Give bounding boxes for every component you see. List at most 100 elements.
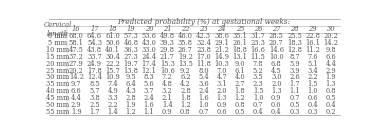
Text: 21.7: 21.7 bbox=[160, 53, 175, 61]
Text: 2.2: 2.2 bbox=[307, 73, 318, 82]
Text: 9.0: 9.0 bbox=[235, 60, 245, 68]
Text: 1.0: 1.0 bbox=[253, 94, 263, 102]
Text: 11.8: 11.8 bbox=[196, 60, 211, 68]
Text: 20: 20 bbox=[145, 25, 153, 33]
Text: 0.8: 0.8 bbox=[180, 108, 191, 116]
Text: 5.4: 5.4 bbox=[198, 73, 209, 82]
Text: 28.5: 28.5 bbox=[269, 32, 284, 40]
Text: 19.2: 19.2 bbox=[178, 53, 193, 61]
Text: 2.7: 2.7 bbox=[235, 80, 245, 88]
Text: 1.9: 1.9 bbox=[125, 101, 136, 109]
Text: 0.4: 0.4 bbox=[307, 101, 318, 109]
Text: 2.8: 2.8 bbox=[125, 94, 136, 102]
Text: 3.5: 3.5 bbox=[253, 73, 263, 82]
Text: 22: 22 bbox=[181, 25, 190, 33]
Text: 12.1: 12.1 bbox=[141, 67, 156, 75]
Text: 8.0: 8.0 bbox=[198, 67, 209, 75]
Text: 17.8: 17.8 bbox=[87, 67, 102, 75]
Text: 1.7: 1.7 bbox=[289, 80, 300, 88]
Text: 14.2: 14.2 bbox=[69, 73, 84, 82]
Text: 0.4: 0.4 bbox=[325, 101, 336, 109]
Text: 0.5: 0.5 bbox=[325, 94, 336, 102]
Text: 4.4: 4.4 bbox=[325, 60, 336, 68]
Text: 27: 27 bbox=[272, 25, 280, 33]
Text: 2.9: 2.9 bbox=[325, 67, 336, 75]
Text: 1.5: 1.5 bbox=[253, 87, 263, 95]
Text: 1.8: 1.8 bbox=[235, 87, 245, 95]
Text: 26.1: 26.1 bbox=[232, 39, 247, 47]
Text: 0.9: 0.9 bbox=[162, 108, 172, 116]
Text: 7.0: 7.0 bbox=[217, 67, 227, 75]
Text: 39.3: 39.3 bbox=[160, 39, 175, 47]
Text: 4.3: 4.3 bbox=[125, 87, 136, 95]
Text: 33.0: 33.0 bbox=[142, 46, 156, 54]
Text: 23: 23 bbox=[199, 25, 208, 33]
Text: 0.9: 0.9 bbox=[217, 101, 227, 109]
Text: 50 mm: 50 mm bbox=[46, 101, 70, 109]
Text: 58.1: 58.1 bbox=[69, 39, 84, 47]
Text: Cervical
length: Cervical length bbox=[44, 21, 72, 38]
Text: 42.3: 42.3 bbox=[196, 32, 211, 40]
Text: 22.8: 22.8 bbox=[305, 32, 320, 40]
Text: 36.3: 36.3 bbox=[123, 46, 138, 54]
Text: 0.3: 0.3 bbox=[307, 108, 318, 116]
Text: 0.5: 0.5 bbox=[289, 101, 300, 109]
Text: 20 mm: 20 mm bbox=[46, 60, 70, 68]
Text: 0.2: 0.2 bbox=[325, 108, 336, 116]
Text: 1.3: 1.3 bbox=[217, 94, 227, 102]
Text: 16.6: 16.6 bbox=[251, 46, 265, 54]
Text: 9.5: 9.5 bbox=[125, 73, 136, 82]
Text: 8.5: 8.5 bbox=[89, 80, 100, 88]
Text: 3.9: 3.9 bbox=[289, 67, 300, 75]
Text: 4.0: 4.0 bbox=[235, 73, 245, 82]
Text: 20.2: 20.2 bbox=[69, 67, 84, 75]
Text: 7.6: 7.6 bbox=[307, 53, 318, 61]
Text: 6.4: 6.4 bbox=[125, 80, 136, 88]
Text: 17: 17 bbox=[90, 25, 99, 33]
Text: 9.8: 9.8 bbox=[325, 46, 336, 54]
Text: 0 mm: 0 mm bbox=[48, 32, 67, 40]
Text: 6.1: 6.1 bbox=[235, 67, 245, 75]
Text: 1.8: 1.8 bbox=[180, 94, 191, 102]
Text: 43.0: 43.0 bbox=[141, 39, 156, 47]
Text: 64.6: 64.6 bbox=[87, 32, 102, 40]
Text: 0.6: 0.6 bbox=[271, 101, 282, 109]
Text: 35 mm: 35 mm bbox=[46, 80, 70, 88]
Text: 16: 16 bbox=[72, 25, 81, 33]
Text: 5.1: 5.1 bbox=[307, 60, 318, 68]
Text: 0.9: 0.9 bbox=[271, 94, 282, 102]
Text: 13.8: 13.8 bbox=[123, 67, 138, 75]
Text: 46.0: 46.0 bbox=[178, 32, 193, 40]
Text: 24: 24 bbox=[217, 25, 226, 33]
Text: 49.8: 49.8 bbox=[160, 32, 175, 40]
Text: 3.6: 3.6 bbox=[198, 80, 209, 88]
Text: 2.1: 2.1 bbox=[162, 94, 172, 102]
Text: 7.4: 7.4 bbox=[107, 80, 118, 88]
Text: 1.1: 1.1 bbox=[144, 108, 154, 116]
Text: 10.3: 10.3 bbox=[214, 60, 229, 68]
Text: 6.6: 6.6 bbox=[71, 87, 82, 95]
Text: 2.3: 2.3 bbox=[253, 80, 263, 88]
Text: 17.4: 17.4 bbox=[141, 60, 156, 68]
Text: 4.9: 4.9 bbox=[107, 87, 118, 95]
Text: 9.2: 9.2 bbox=[180, 67, 191, 75]
Text: 2.0: 2.0 bbox=[217, 87, 227, 95]
Text: 19.7: 19.7 bbox=[124, 60, 138, 68]
Text: 11.5: 11.5 bbox=[251, 53, 265, 61]
Text: 0.4: 0.4 bbox=[253, 108, 263, 116]
Text: 0.6: 0.6 bbox=[217, 108, 227, 116]
Text: 1.4: 1.4 bbox=[162, 101, 172, 109]
Text: 12.8: 12.8 bbox=[287, 46, 302, 54]
Text: 0.7: 0.7 bbox=[253, 101, 263, 109]
Text: 1.2: 1.2 bbox=[235, 94, 245, 102]
Text: 6.8: 6.8 bbox=[271, 60, 282, 68]
Text: 1.3: 1.3 bbox=[271, 87, 282, 95]
Text: 5 mm: 5 mm bbox=[48, 39, 68, 47]
Text: 26: 26 bbox=[254, 25, 262, 33]
Text: 31.7: 31.7 bbox=[251, 32, 265, 40]
Text: 4.4: 4.4 bbox=[71, 94, 82, 102]
Text: 25 mm: 25 mm bbox=[46, 67, 70, 75]
Text: 8.7: 8.7 bbox=[289, 53, 300, 61]
Text: 53.6: 53.6 bbox=[141, 32, 156, 40]
Text: 19: 19 bbox=[127, 25, 135, 33]
